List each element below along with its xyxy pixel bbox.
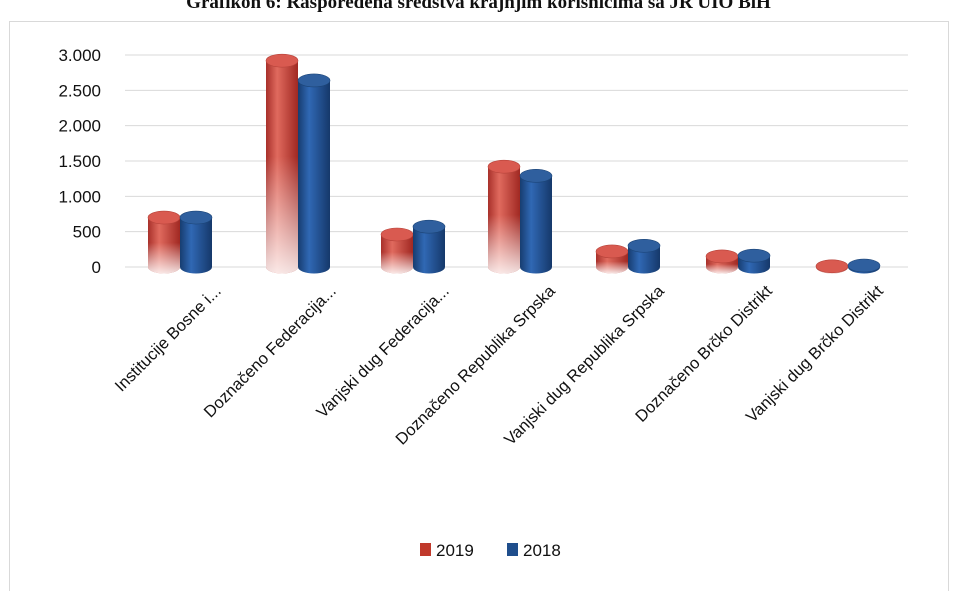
bar	[847, 258, 881, 274]
bar	[519, 169, 553, 274]
y-tick-label: 0	[92, 258, 101, 277]
bar	[179, 210, 213, 274]
bar	[705, 249, 739, 274]
y-tick-label: 500	[73, 223, 101, 242]
legend: 2019 2018	[420, 541, 561, 560]
y-tick-label: 2.000	[58, 117, 101, 136]
legend-label: 2019	[436, 541, 474, 560]
bar	[380, 227, 414, 274]
bars	[147, 53, 881, 274]
y-axis-ticks: 0 500 1.000 1.500 2.000 2.500 3.000	[58, 46, 101, 277]
bar	[627, 239, 661, 274]
bar	[815, 259, 849, 274]
bar	[595, 244, 629, 274]
bar	[412, 219, 446, 274]
x-category-label: Doznačeno Federacija...	[201, 282, 340, 421]
bar	[737, 248, 771, 274]
y-tick-label: 3.000	[58, 46, 101, 65]
bar	[147, 210, 181, 274]
bar	[265, 53, 299, 274]
y-tick-label: 1.000	[58, 187, 101, 206]
y-tick-label: 1.500	[58, 152, 101, 171]
legend-swatch	[507, 543, 518, 556]
bar	[487, 159, 521, 274]
chart-frame	[9, 21, 949, 591]
y-tick-label: 2.500	[58, 81, 101, 100]
chart-title: Grafikon 6: Raspoređena sredstva krajnji…	[186, 0, 771, 13]
x-axis-categories: Institucije Bosne i...Doznačeno Federaci…	[112, 282, 888, 449]
legend-label: 2018	[523, 541, 561, 560]
x-category-label: Institucije Bosne i...	[112, 282, 225, 395]
legend-swatch	[420, 543, 431, 556]
bar	[297, 73, 331, 274]
